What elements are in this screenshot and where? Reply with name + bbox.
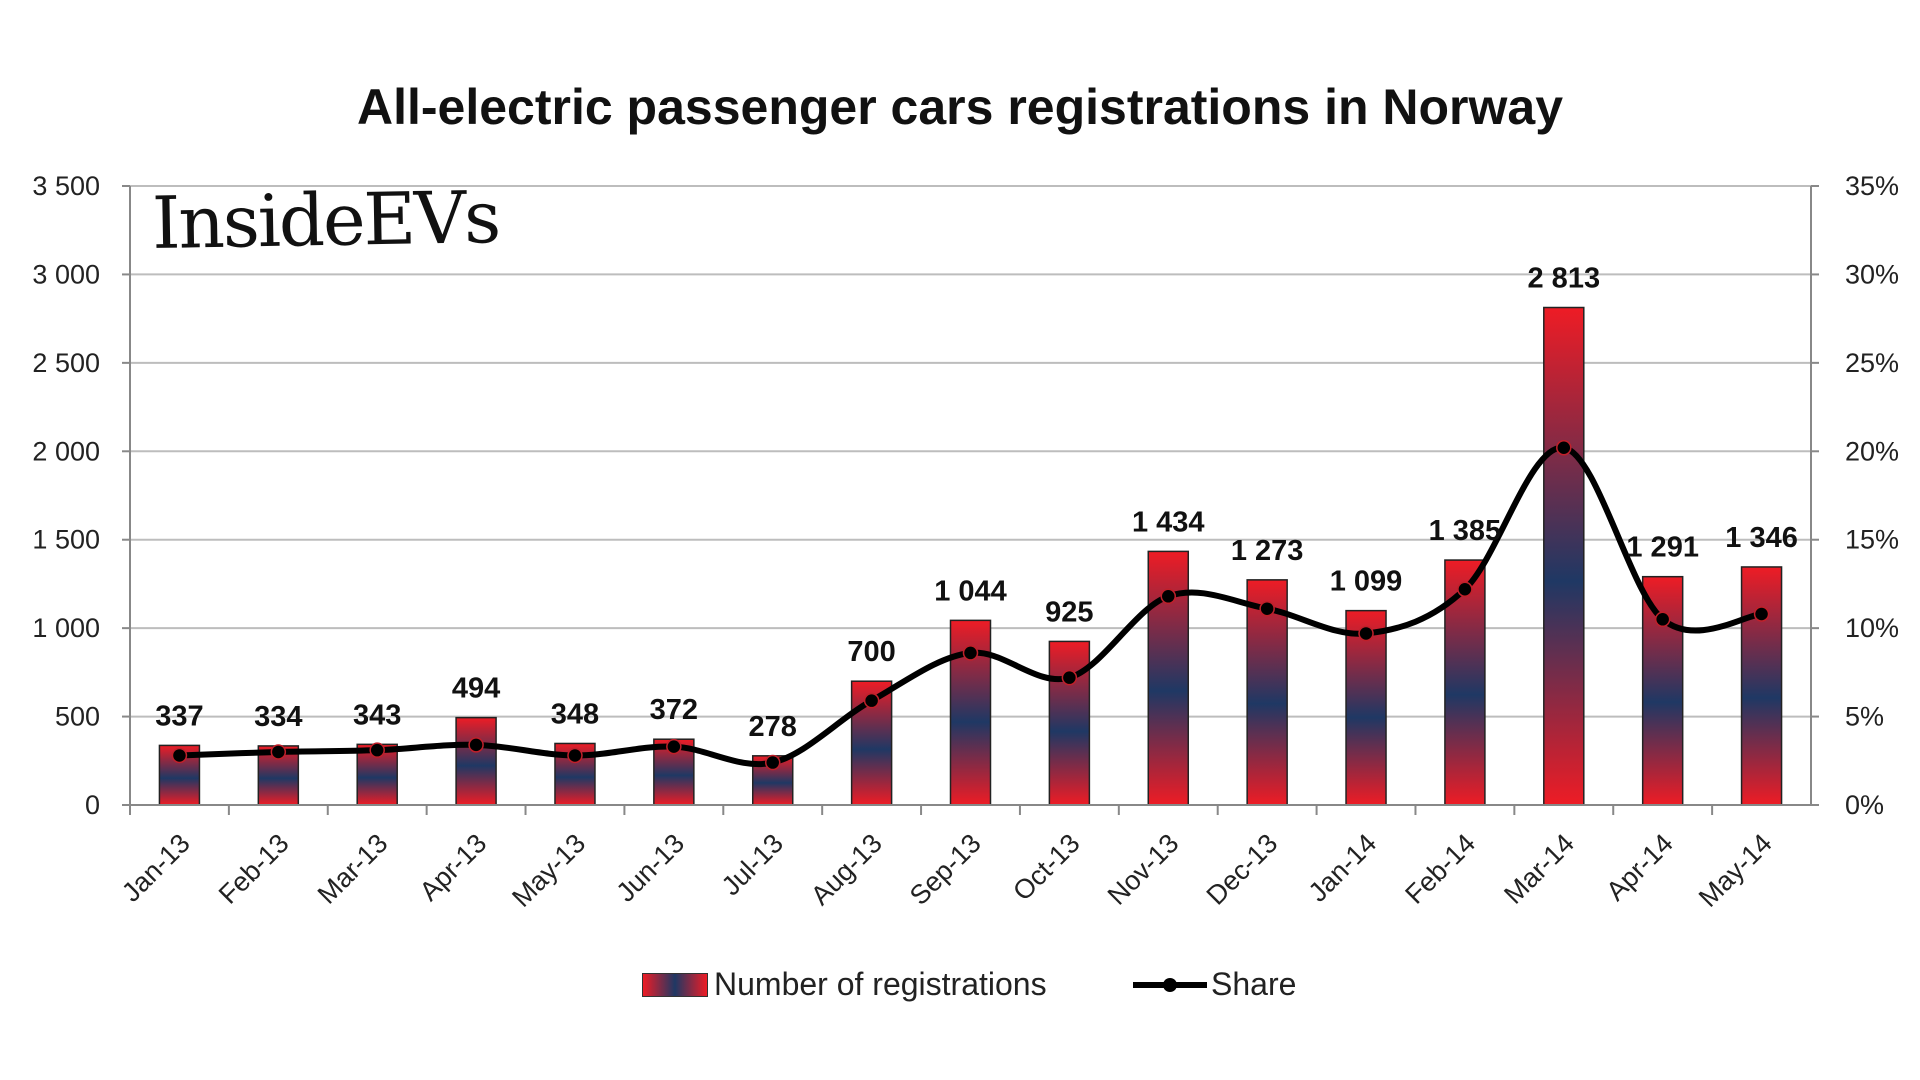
- x-tick-label: Sep-13: [904, 828, 987, 911]
- bar-data-label: 1 273: [1231, 535, 1304, 567]
- legend-swatch-line: [1133, 977, 1207, 992]
- legend-label-share: Share: [1211, 966, 1297, 1002]
- share-point: [764, 754, 781, 771]
- x-tick-label: May-13: [506, 828, 591, 913]
- y-right-tick-label: 5%: [1845, 702, 1884, 732]
- share-point: [1654, 611, 1671, 628]
- bar-data-label: 348: [551, 698, 599, 730]
- share-point: [171, 747, 188, 764]
- bar: [1048, 640, 1091, 806]
- y-left-tick-label: 3 000: [32, 259, 100, 289]
- x-tick-label: Feb-14: [1399, 828, 1481, 910]
- x-tick-label: Dec-13: [1201, 828, 1284, 911]
- legend-item-share: Share: [1133, 966, 1296, 1003]
- share-point: [1753, 606, 1770, 622]
- bar-data-label: 337: [155, 700, 203, 732]
- share-point: [1160, 588, 1177, 605]
- bar-data-label: 343: [353, 699, 401, 731]
- x-tick-label: Jan-13: [116, 828, 196, 908]
- y-right-tick-label: 0%: [1845, 790, 1884, 820]
- y-left-tick-label: 0: [85, 790, 100, 820]
- bar-data-label: 1 434: [1132, 506, 1205, 538]
- bar-data-label: 278: [749, 711, 797, 743]
- share-point: [1457, 581, 1473, 597]
- y-left-tick-label: 2 500: [32, 348, 100, 378]
- share-point: [468, 737, 484, 753]
- bar-data-label: 1 385: [1429, 515, 1502, 547]
- x-tick-label: May-14: [1693, 828, 1778, 913]
- share-point: [1061, 669, 1078, 686]
- bar-data-label: 372: [650, 694, 698, 726]
- y-right-tick-label: 30%: [1845, 259, 1899, 289]
- y-left-tick-label: 2 000: [32, 436, 100, 466]
- y-left-tick-label: 1 000: [32, 613, 100, 643]
- x-tick-label: Apr-13: [414, 828, 493, 907]
- legend-item-registrations: Number of registrations: [642, 966, 1047, 1003]
- y-right-tick-label: 25%: [1845, 348, 1899, 378]
- y-left-tick-label: 500: [55, 702, 100, 732]
- bar: [455, 716, 497, 806]
- bar-data-label: 1 346: [1725, 522, 1798, 554]
- share-point: [369, 742, 385, 758]
- x-tick-label: Feb-13: [213, 828, 295, 910]
- share-point: [962, 645, 979, 661]
- chart-title: All-electric passenger cars registration…: [356, 79, 1564, 135]
- legend-label-registrations: Number of registrations: [714, 966, 1047, 1002]
- y-left-tick-label: 1 500: [32, 525, 100, 555]
- bar-data-label: 494: [452, 673, 500, 705]
- y-right-tick-label: 15%: [1845, 525, 1899, 555]
- bar: [1543, 306, 1585, 806]
- legend-swatch-bar: [642, 972, 708, 997]
- bar-data-label: 334: [254, 701, 302, 733]
- share-point: [1556, 439, 1572, 456]
- share-point: [1259, 600, 1275, 617]
- y-right-tick-label: 35%: [1845, 171, 1899, 201]
- x-tick-label: Oct-13: [1007, 828, 1086, 907]
- bar-data-label: 2 813: [1528, 263, 1601, 295]
- x-tick-label: Mar-14: [1498, 828, 1580, 910]
- x-tick-label: Aug-13: [805, 828, 888, 911]
- share-point: [666, 738, 682, 755]
- bar: [1740, 566, 1783, 806]
- y-left-tick-label: 3 500: [32, 171, 100, 201]
- bar: [1641, 575, 1684, 806]
- x-tick-label: Apr-14: [1600, 828, 1679, 907]
- x-tick-label: Mar-13: [312, 828, 394, 910]
- bar-data-label: 1 044: [934, 575, 1007, 607]
- bar-data-label: 1 099: [1330, 566, 1403, 598]
- y-right-tick-label: 20%: [1845, 436, 1899, 466]
- share-point: [270, 744, 287, 760]
- x-tick-label: Jul-13: [716, 828, 789, 901]
- share-point: [863, 692, 880, 709]
- x-tick-label: Jan-14: [1303, 828, 1383, 908]
- x-tick-label: Nov-13: [1102, 828, 1185, 911]
- share-point: [567, 747, 583, 764]
- y-right-tick-label: 10%: [1845, 613, 1899, 643]
- share-point: [1358, 625, 1374, 642]
- bar-data-label: 700: [847, 636, 895, 668]
- x-tick-label: Jun-13: [611, 828, 691, 908]
- bar-data-label: 925: [1045, 596, 1093, 628]
- bar-data-label: 1 291: [1626, 532, 1699, 564]
- bar: [1246, 579, 1288, 806]
